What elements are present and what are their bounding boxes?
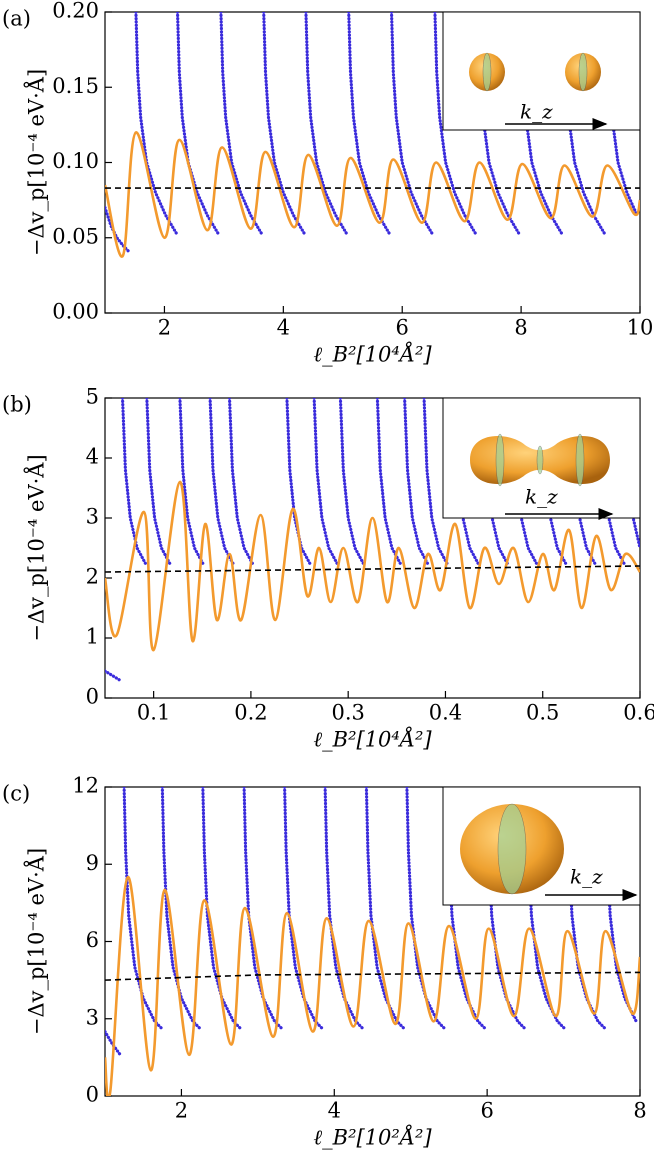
oscillation-curve — [105, 131, 640, 258]
x-tick-label: 0.6 — [623, 701, 654, 725]
x-tick-label: 6 — [480, 1099, 493, 1123]
y-tick-label: 0.15 — [52, 74, 99, 98]
y-tick-label: 2 — [86, 565, 99, 589]
x-axis-label: ℓ_B²[10⁴Å²] — [313, 342, 432, 367]
inset-annotation: k_z — [525, 485, 558, 509]
y-tick-label: 0 — [86, 685, 99, 709]
y-tick-label: 5 — [86, 385, 99, 409]
plot-frame — [104, 397, 641, 699]
mean-line — [105, 971, 640, 981]
x-tick-label: 0.3 — [331, 701, 364, 725]
x-tick-label: 8 — [514, 316, 527, 340]
panel-label: (b) — [2, 393, 32, 417]
inset-b — [442, 397, 641, 520]
inset-a — [442, 11, 641, 131]
mean-line — [105, 565, 640, 573]
x-axis-label: ℓ_B²[10⁴Å²] — [313, 727, 432, 752]
panel-label: (a) — [2, 7, 31, 31]
x-tick-label: 6 — [396, 316, 409, 340]
y-axis-label: −Δv_p[10⁻⁴ eV·Å] — [24, 69, 49, 256]
y-tick-label: 3 — [86, 1005, 99, 1029]
x-tick-label: 2 — [175, 1099, 188, 1123]
x-tick-label: 0.1 — [137, 701, 170, 725]
y-tick-label: 0 — [86, 1083, 99, 1107]
x-tick-label: 8 — [633, 1099, 646, 1123]
y-tick-label: 0.10 — [52, 149, 99, 173]
panel: 2 4 6 8 10 0.00 0.05 0.10 0.15 0.20 (a) ℓ_B²[10⁴Å²]… — [2, 0, 653, 367]
inset-annotation: k_z — [570, 865, 603, 889]
y-tick-label: 0.00 — [52, 300, 99, 324]
x-axis-label: ℓ_B²[10²Å²] — [313, 1125, 432, 1150]
x-tick-label: 0.5 — [526, 701, 559, 725]
y-axis-label: −Δv_p[10⁻⁴ eV·Å] — [24, 454, 49, 641]
x-tick-label: 4 — [328, 1099, 341, 1123]
y-tick-label: 4 — [86, 445, 99, 469]
y-tick-label: 0.05 — [52, 224, 99, 248]
panel-label: (c) — [2, 782, 30, 806]
panel: 2 4 6 8 0 3 6 9 12 (c) ℓ_B²[10²Å²] −Δv_p[10⁻⁴ eV·Å] — [2, 774, 647, 1150]
y-tick-label: 0.20 — [52, 0, 99, 23]
x-tick-label: 0.4 — [429, 701, 462, 725]
y-tick-label: 1 — [86, 625, 99, 649]
inset-c — [442, 786, 641, 906]
oscillation-curve — [105, 875, 640, 1096]
y-axis-label: −Δv_p[10⁻⁴ eV·Å] — [24, 848, 49, 1035]
y-tick-label: 3 — [86, 505, 99, 529]
inset-annotation: k_z — [520, 100, 553, 124]
insets — [442, 11, 641, 906]
y-tick-label: 12 — [72, 774, 99, 798]
y-tick-label: 9 — [86, 851, 99, 875]
x-tick-label: 4 — [277, 316, 290, 340]
oscillation-curve — [105, 480, 640, 652]
x-tick-label: 2 — [158, 316, 171, 340]
x-tick-label: 10 — [627, 316, 654, 340]
x-tick-label: 0.2 — [234, 701, 267, 725]
y-tick-label: 6 — [86, 928, 99, 952]
